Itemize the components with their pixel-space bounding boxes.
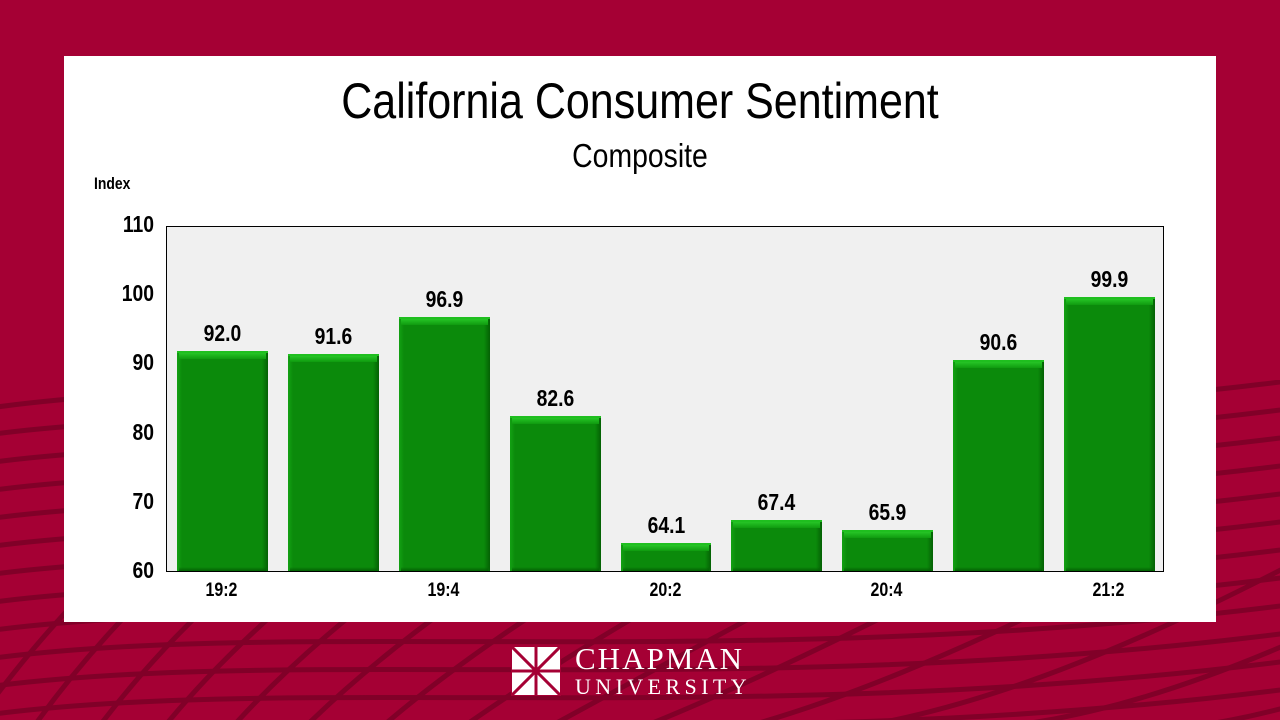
x-axis-tick-label: 21:2 [1092,580,1125,601]
bar[interactable] [398,317,490,571]
x-axis-tick-label: 20:2 [649,580,681,601]
bar-slot: 64.1 [620,227,712,572]
bar-slot: 90.6 [953,227,1045,571]
bar-value-label: 91.6 [314,322,353,349]
bar[interactable] [731,520,823,571]
y-axis-tick-label: 80 [132,418,154,445]
bar-value-label: 64.1 [647,511,685,538]
bar-slot: 82.6 [509,227,601,572]
bar-value-label: 67.4 [758,489,796,516]
bar-slot: 96.9 [398,227,490,571]
logo-line-university: UNIVERSITY [575,674,751,699]
chapman-pinwheel-icon [511,646,561,696]
bar-value-label: 90.6 [979,329,1018,356]
bar-value-label: 96.9 [425,286,464,313]
logo-wordmark: CHAPMAN UNIVERSITY [575,643,751,699]
chart-panel: California Consumer Sentiment Composite … [64,56,1216,622]
chart-subtitle: Composite [572,137,708,174]
bar[interactable] [509,415,601,572]
y-axis-tick-label: 90 [132,349,154,376]
bar[interactable] [287,353,379,572]
bar-value-label: 82.6 [536,384,574,411]
plot-area: 92.0 91.6 96.9 82.6 64.1 67.4 65.9 90.6 99.9 [166,226,1164,572]
x-axis-tick-label: 19:4 [427,580,460,601]
logo-line-chapman: CHAPMAN [575,641,745,676]
page-title: California Consumer Sentiment [341,73,939,129]
y-axis-tick-label: 70 [132,487,154,514]
bar-slot: 67.4 [731,227,823,571]
y-axis-label: Index [94,174,131,193]
bar-slot: 99.9 [1064,227,1155,571]
bar-slot: 65.9 [842,227,934,571]
bar-value-label: 99.9 [1090,265,1129,292]
y-axis-tick-label: 100 [121,280,154,307]
x-axis-tick-label: 20:4 [870,580,903,601]
y-axis-tick-label: 60 [132,557,154,583]
bar[interactable] [1064,296,1155,571]
bar-slot: 91.6 [287,227,379,572]
bar[interactable] [953,360,1045,571]
bar-slot: 92.0 [176,227,268,572]
bar-value-label: 92.0 [203,319,242,346]
bar[interactable] [842,530,934,571]
bar-series: 92.0 91.6 96.9 82.6 64.1 67.4 65.9 90.6 99.9 [167,227,1163,572]
y-axis-tick-label: 110 [122,211,154,237]
bar[interactable] [620,542,712,572]
chapman-university-logo: CHAPMAN UNIVERSITY [511,641,771,701]
bar[interactable] [176,350,268,572]
bar-value-label: 65.9 [868,499,907,526]
x-axis-tick-label: 19:2 [205,580,238,601]
